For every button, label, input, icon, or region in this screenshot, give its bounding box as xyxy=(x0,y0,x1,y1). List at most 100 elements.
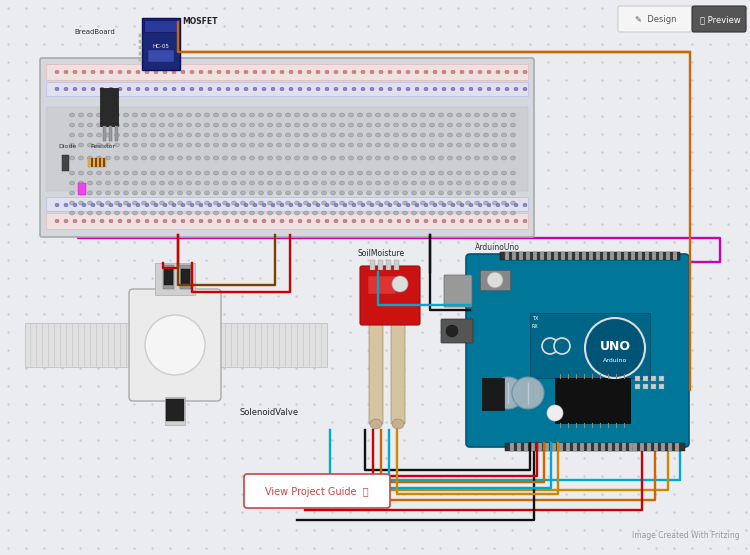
Ellipse shape xyxy=(502,133,506,137)
Ellipse shape xyxy=(421,143,425,147)
Bar xyxy=(530,313,650,378)
Ellipse shape xyxy=(277,171,281,175)
Ellipse shape xyxy=(277,191,281,195)
Ellipse shape xyxy=(298,70,302,74)
Ellipse shape xyxy=(511,123,515,127)
Ellipse shape xyxy=(196,211,200,215)
Ellipse shape xyxy=(91,219,95,223)
Bar xyxy=(115,126,118,141)
Ellipse shape xyxy=(241,156,245,160)
Ellipse shape xyxy=(406,203,410,207)
Ellipse shape xyxy=(280,219,284,223)
Ellipse shape xyxy=(196,191,200,195)
Ellipse shape xyxy=(115,123,119,127)
Ellipse shape xyxy=(226,87,230,91)
Ellipse shape xyxy=(295,181,299,185)
Ellipse shape xyxy=(70,113,74,117)
Ellipse shape xyxy=(115,201,119,205)
Ellipse shape xyxy=(376,211,380,215)
Ellipse shape xyxy=(178,181,182,185)
Ellipse shape xyxy=(97,113,101,117)
Bar xyxy=(512,252,516,260)
Bar xyxy=(568,252,572,260)
Ellipse shape xyxy=(523,203,527,207)
FancyBboxPatch shape xyxy=(244,474,390,508)
Ellipse shape xyxy=(178,143,182,147)
Ellipse shape xyxy=(115,171,119,175)
Ellipse shape xyxy=(223,123,227,127)
Ellipse shape xyxy=(307,87,311,91)
FancyBboxPatch shape xyxy=(444,275,472,307)
Ellipse shape xyxy=(385,171,389,175)
Ellipse shape xyxy=(169,171,173,175)
Ellipse shape xyxy=(487,203,491,207)
Bar xyxy=(561,252,565,260)
Bar xyxy=(555,378,630,423)
Ellipse shape xyxy=(316,87,320,91)
Ellipse shape xyxy=(424,203,428,207)
Ellipse shape xyxy=(88,123,92,127)
Ellipse shape xyxy=(457,133,461,137)
Bar xyxy=(668,443,672,451)
Ellipse shape xyxy=(421,113,425,117)
Text: View Project Guide  ⧉: View Project Guide ⧉ xyxy=(266,487,369,497)
Ellipse shape xyxy=(295,123,299,127)
Ellipse shape xyxy=(322,133,326,137)
Ellipse shape xyxy=(493,201,497,205)
Ellipse shape xyxy=(466,201,470,205)
Ellipse shape xyxy=(133,143,137,147)
Ellipse shape xyxy=(133,123,137,127)
Ellipse shape xyxy=(442,203,446,207)
Ellipse shape xyxy=(178,171,182,175)
Circle shape xyxy=(446,325,458,337)
Ellipse shape xyxy=(403,123,407,127)
Ellipse shape xyxy=(190,203,194,207)
Ellipse shape xyxy=(160,171,164,175)
Ellipse shape xyxy=(97,191,101,195)
Ellipse shape xyxy=(313,123,317,127)
Ellipse shape xyxy=(439,113,443,117)
Ellipse shape xyxy=(154,87,158,91)
Ellipse shape xyxy=(295,191,299,195)
Ellipse shape xyxy=(259,143,263,147)
Ellipse shape xyxy=(151,123,155,127)
Ellipse shape xyxy=(127,203,131,207)
Text: Image Created With Fritzing: Image Created With Fritzing xyxy=(632,531,740,539)
Ellipse shape xyxy=(457,123,461,127)
Circle shape xyxy=(542,338,558,354)
Bar xyxy=(594,443,598,451)
Bar xyxy=(109,126,112,141)
Ellipse shape xyxy=(250,113,254,117)
Ellipse shape xyxy=(232,181,236,185)
Bar xyxy=(631,252,635,260)
Ellipse shape xyxy=(430,191,434,195)
Ellipse shape xyxy=(502,143,506,147)
Ellipse shape xyxy=(97,211,101,215)
Ellipse shape xyxy=(442,70,446,74)
Ellipse shape xyxy=(115,133,119,137)
Ellipse shape xyxy=(109,70,113,74)
Ellipse shape xyxy=(511,113,515,117)
Ellipse shape xyxy=(79,181,83,185)
Ellipse shape xyxy=(115,113,119,117)
Ellipse shape xyxy=(259,191,263,195)
Ellipse shape xyxy=(511,156,515,160)
Text: Resistor: Resistor xyxy=(90,144,116,149)
Ellipse shape xyxy=(511,211,515,215)
Bar xyxy=(666,252,670,260)
Ellipse shape xyxy=(295,211,299,215)
Ellipse shape xyxy=(466,123,470,127)
Ellipse shape xyxy=(379,219,383,223)
Ellipse shape xyxy=(475,211,479,215)
Ellipse shape xyxy=(367,143,371,147)
Ellipse shape xyxy=(475,171,479,175)
Ellipse shape xyxy=(367,123,371,127)
Ellipse shape xyxy=(392,419,404,429)
Ellipse shape xyxy=(448,156,452,160)
Ellipse shape xyxy=(205,171,209,175)
Ellipse shape xyxy=(127,219,131,223)
Ellipse shape xyxy=(331,143,335,147)
Text: UNO: UNO xyxy=(599,340,631,352)
Ellipse shape xyxy=(172,70,176,74)
Ellipse shape xyxy=(97,171,101,175)
